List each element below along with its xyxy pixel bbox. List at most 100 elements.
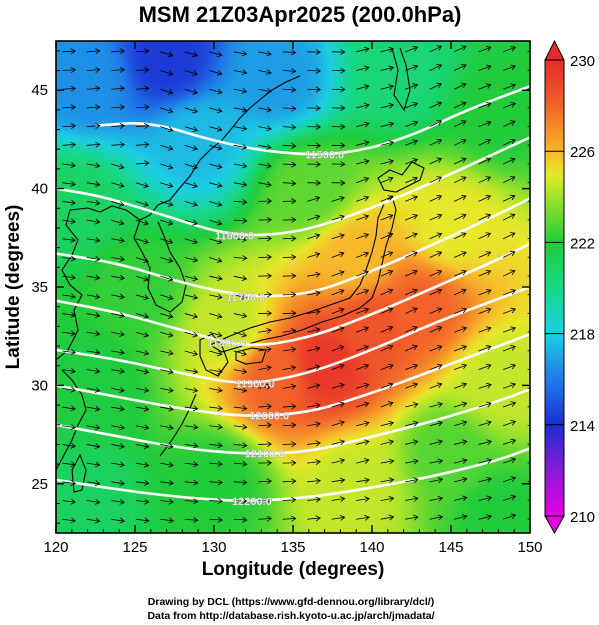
streamline-segment — [86, 444, 100, 448]
streamline-arrowhead — [266, 272, 272, 279]
streamline-segment — [454, 327, 467, 333]
streamline-arrowhead — [461, 458, 468, 464]
streamline-segment — [209, 163, 222, 168]
streamline-segment — [62, 275, 76, 279]
streamline-segment — [331, 197, 345, 202]
streamline-arrowhead — [338, 345, 345, 351]
streamline-arrowhead — [266, 106, 272, 113]
height-contours — [56, 85, 530, 502]
streamline-arrowhead — [242, 199, 248, 205]
height-contour-line — [56, 197, 530, 298]
streamline-segment — [356, 215, 369, 221]
streamline-segment — [331, 234, 345, 240]
streamline-segment — [356, 141, 369, 146]
streamline-segment — [380, 66, 394, 71]
streamline-arrowhead — [241, 387, 248, 393]
streamline-segment — [184, 387, 198, 392]
streamline-segment — [454, 346, 467, 352]
streamline-segment — [258, 480, 272, 483]
streamline-arrowhead — [291, 198, 297, 205]
streamline-segment — [502, 214, 515, 221]
streamline-segment — [478, 84, 491, 90]
streamline-segment — [282, 366, 296, 371]
streamline-segment — [454, 421, 467, 427]
streamline-segment — [233, 425, 247, 428]
colorbar-tick-label: 230 — [570, 53, 595, 70]
streamline-arrowhead — [70, 67, 77, 73]
streamline-arrowhead — [216, 88, 223, 95]
streamline-arrowhead — [485, 307, 492, 314]
streamline-segment — [111, 406, 125, 410]
streamline-segment — [502, 232, 516, 240]
streamline-arrowhead — [510, 345, 517, 351]
coastline-china-south — [56, 369, 87, 471]
streamline-arrowhead — [70, 461, 76, 468]
coastline-taiwan — [71, 453, 87, 493]
streamline-segment — [160, 313, 173, 318]
streamline-arrowhead — [510, 476, 517, 482]
streamline-segment — [160, 500, 174, 503]
streamline-arrowhead — [536, 47, 541, 52]
streamline-arrowhead — [338, 363, 345, 370]
streamline-arrowhead — [388, 439, 395, 446]
streamline-arrowhead — [241, 312, 248, 319]
streamline-segment — [258, 144, 272, 149]
streamline-segment — [405, 516, 419, 520]
streamline-arrowhead — [536, 272, 541, 277]
streamline-arrowhead — [266, 515, 272, 522]
streamline-arrowhead — [412, 439, 419, 446]
y-tick-label: 45 — [31, 82, 48, 99]
streamline-arrowhead — [510, 307, 517, 314]
streamline-segment — [478, 402, 492, 408]
streamline-segment — [282, 424, 296, 427]
streamline-segment — [86, 369, 100, 373]
streamline-arrowhead — [536, 384, 541, 389]
streamline-arrowhead — [119, 387, 125, 393]
colorbar-body — [544, 59, 565, 517]
streamline-arrowhead — [192, 350, 199, 357]
streamline-segment — [478, 195, 491, 202]
streamline-arrowhead — [119, 274, 125, 281]
streamline-arrowhead — [388, 46, 395, 53]
streamline-arrowhead — [266, 216, 272, 223]
streamline-arrowhead — [363, 270, 370, 276]
streamline-arrowhead — [94, 218, 101, 225]
streamline-arrowhead — [509, 213, 516, 219]
streamline-arrowhead — [388, 65, 395, 72]
streamline-segment — [135, 125, 149, 128]
streamline-arrowhead — [338, 288, 345, 295]
x-tick-label: 145 — [438, 539, 463, 556]
streamline-arrowhead — [216, 257, 223, 263]
streamline-segment — [111, 331, 125, 336]
streamline-segment — [478, 496, 492, 501]
streamline-arrowhead — [70, 349, 76, 356]
streamline-arrowhead — [216, 238, 223, 245]
streamline-arrowhead — [217, 293, 223, 300]
streamline-segment — [233, 144, 247, 149]
streamline-arrowhead — [485, 326, 492, 332]
streamline-arrowhead — [143, 257, 149, 263]
streamline-segment — [62, 106, 76, 109]
streamline-arrowhead — [168, 517, 174, 524]
streamline-arrowhead — [485, 176, 492, 182]
streamline-segment — [86, 50, 100, 53]
streamline-segment — [233, 369, 247, 373]
streamline-arrowhead — [536, 440, 541, 445]
streamline-arrowhead — [461, 345, 468, 351]
streamline-arrowhead — [70, 180, 76, 187]
streamline-arrowhead — [241, 181, 248, 188]
streamline-arrowhead — [436, 194, 443, 201]
streamline-arrowhead — [143, 182, 149, 189]
streamline-arrowhead — [119, 293, 125, 300]
streamline-segment — [111, 125, 125, 128]
streamline-arrowhead — [412, 325, 418, 332]
streamline-arrowhead — [118, 163, 125, 170]
streamline-segment — [258, 405, 272, 408]
streamline-segment — [258, 70, 272, 74]
streamline-arrowhead — [217, 516, 223, 523]
streamline-arrowhead — [119, 443, 125, 449]
streamline-arrowhead — [535, 140, 540, 145]
streamline-segment — [209, 275, 223, 280]
streamline-segment — [233, 387, 247, 392]
streamline-arrowhead — [413, 495, 419, 502]
